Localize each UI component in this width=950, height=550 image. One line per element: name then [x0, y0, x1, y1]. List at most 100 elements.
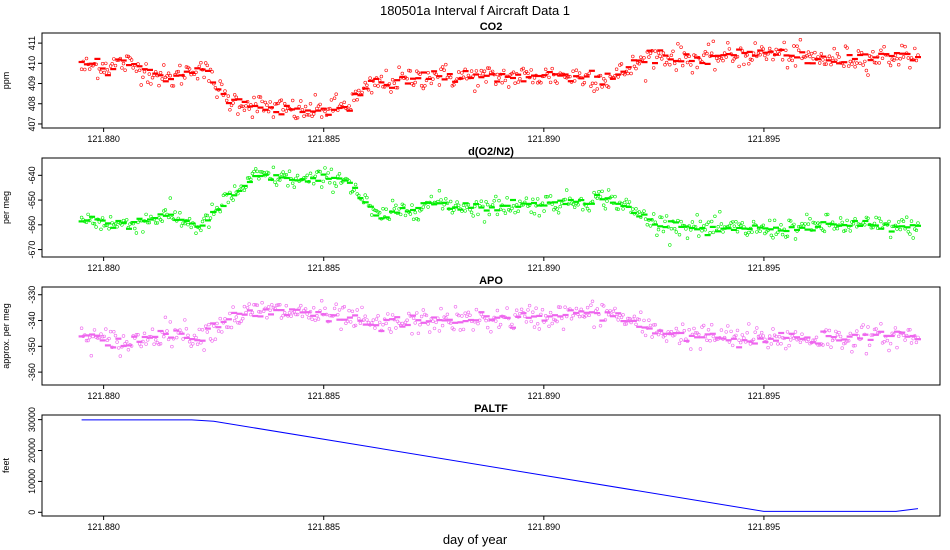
data-point [740, 221, 744, 225]
data-point [310, 317, 314, 321]
data-point [91, 221, 95, 226]
data-point [835, 333, 840, 337]
data-point [503, 78, 508, 83]
data-point [784, 346, 788, 351]
data-point [400, 71, 404, 76]
y-tick-label: -670 [27, 241, 37, 259]
data-point [663, 219, 667, 224]
data-point [421, 308, 425, 312]
data-point [160, 219, 164, 223]
data-point [368, 76, 372, 80]
data-point [487, 212, 491, 217]
data-point [173, 210, 177, 214]
data-point [721, 230, 725, 234]
y-axis-label: ppm [1, 72, 11, 90]
data-point [225, 98, 229, 103]
data-point [713, 68, 717, 72]
data-point [166, 71, 171, 75]
data-point [571, 313, 575, 318]
data-point [170, 84, 174, 88]
data-point [337, 172, 342, 176]
data-point [711, 230, 715, 235]
data-point [706, 220, 711, 224]
data-point [365, 195, 369, 200]
data-point [719, 56, 724, 61]
data-point [534, 306, 538, 310]
data-point [574, 306, 579, 311]
data-point [307, 316, 311, 320]
data-point [834, 329, 838, 334]
data-point [595, 307, 599, 311]
data-point [105, 68, 110, 72]
data-point [299, 303, 303, 308]
data-point [390, 313, 395, 317]
data-point [419, 83, 424, 88]
data-point [635, 317, 640, 321]
data-point [397, 321, 401, 325]
data-point [207, 225, 211, 229]
data-point [830, 56, 835, 60]
data-point [737, 338, 741, 342]
data-point [87, 335, 92, 340]
data-point [850, 62, 854, 66]
data-point [887, 348, 891, 353]
data-point [853, 65, 857, 69]
data-point [79, 215, 84, 220]
data-point [908, 328, 912, 332]
data-point [463, 209, 467, 213]
data-point [726, 41, 730, 45]
data-point [842, 229, 846, 233]
data-point [555, 207, 559, 211]
data-point [529, 210, 533, 214]
data-point [729, 329, 733, 334]
data-point [168, 320, 173, 324]
data-point [144, 342, 148, 346]
data-point [334, 302, 338, 306]
y-tick-label: -650 [27, 191, 37, 209]
data-point [631, 207, 635, 211]
data-point [850, 350, 854, 354]
panel-title: PALTF [474, 403, 508, 415]
data-point [312, 112, 316, 116]
data-point [170, 344, 174, 349]
data-point [785, 234, 790, 239]
data-point [479, 199, 483, 203]
y-tick-label: 407 [27, 116, 37, 131]
data-point [684, 55, 688, 59]
y-tick-label: 410 [27, 56, 37, 71]
data-point [790, 58, 794, 63]
y-tick-label: -360 [27, 363, 37, 381]
data-point [245, 176, 250, 180]
data-point [495, 212, 500, 217]
data-point [550, 321, 554, 326]
data-point [334, 92, 338, 96]
data-point [162, 334, 166, 339]
data-point [276, 177, 280, 182]
data-point [175, 335, 179, 340]
data-point [357, 193, 361, 198]
data-point [139, 344, 143, 349]
data-point [864, 68, 869, 73]
data-point [548, 194, 553, 198]
data-point [869, 226, 873, 230]
panels: CO2 ppm 121.880 121.885 121.890 121.895 407 408… [1, 21, 941, 532]
series-line [81, 419, 919, 512]
data-point [653, 49, 657, 53]
data-point [423, 84, 427, 88]
data-point [461, 327, 466, 332]
data-point [513, 313, 517, 317]
data-point [440, 207, 445, 211]
data-point [233, 318, 237, 323]
data-point [822, 62, 827, 66]
data-point [523, 314, 527, 319]
data-point [827, 54, 832, 58]
data-point [233, 93, 237, 97]
data-point [882, 340, 886, 344]
data-point [805, 339, 809, 343]
data-point [376, 210, 380, 214]
data-point [898, 57, 902, 61]
data-point [600, 85, 604, 89]
data-point [813, 338, 817, 342]
data-point [204, 213, 208, 217]
data-point [800, 221, 804, 226]
